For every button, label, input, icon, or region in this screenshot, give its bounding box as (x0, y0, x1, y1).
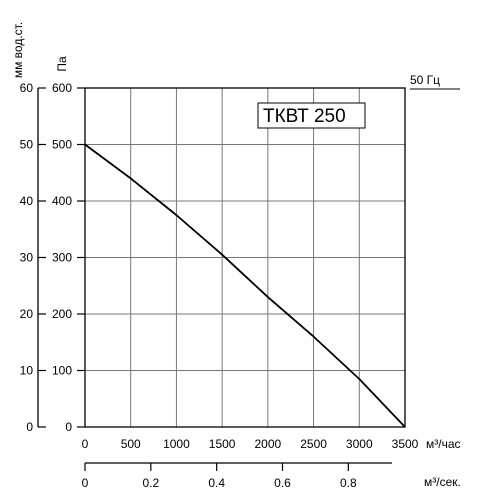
y-outer-tick-label: 60 (20, 81, 34, 95)
x-primary-tick-label: 2500 (300, 437, 327, 451)
x-secondary-tick-label: 0.6 (274, 476, 291, 490)
y-axis-outer: 60 50 40 30 20 10 0 (20, 81, 46, 434)
y-inner-tick-label: 500 (52, 138, 72, 152)
x-axis-primary-label: м³/час (426, 437, 461, 451)
y-axis-outer-label: мм вод.ст. (11, 22, 25, 78)
y-inner-tick-label: 100 (52, 364, 72, 378)
x-primary-tick-label: 500 (121, 437, 141, 451)
x-secondary-tick-label: 0 (82, 476, 89, 490)
frequency-label: 50 Гц (410, 73, 440, 87)
y-inner-tick-label: 0 (65, 420, 72, 434)
model-label: ТКВТ 250 (263, 106, 346, 127)
x-axis-secondary-label: м³/сек. (424, 475, 461, 489)
series-layer (84, 143, 406, 428)
x-primary-tick-label: 1000 (163, 437, 190, 451)
y-outer-tick-label: 20 (20, 307, 34, 321)
x-primary-tick-label: 0 (82, 437, 89, 451)
x-primary-tick-label: 2000 (255, 437, 282, 451)
y-outer-tick-label: 0 (26, 420, 33, 434)
model-label-box (257, 102, 366, 129)
series-line (84, 143, 406, 428)
y-inner-tick-label: 200 (52, 307, 72, 321)
x-axis-primary: 0 500 1000 1500 2000 2500 3000 3500 (82, 437, 419, 451)
x-axis-secondary: 0 0.2 0.4 0.6 0.8 (82, 463, 357, 490)
x-secondary-tick-label: 0.4 (208, 476, 225, 490)
x-secondary-tick-label: 0.2 (142, 476, 159, 490)
x-primary-tick-label: 3000 (346, 437, 373, 451)
y-outer-tick-label: 50 (20, 138, 34, 152)
y-outer-tick-label: 10 (20, 364, 34, 378)
y-outer-tick-label: 30 (20, 251, 34, 265)
x-primary-tick-label: 3500 (392, 437, 419, 451)
y-axis-inner: 600 500 400 300 200 100 0 (52, 81, 85, 434)
x-secondary-tick-label: 0.8 (340, 476, 357, 490)
y-inner-tick-label: 300 (52, 251, 72, 265)
grid (85, 88, 405, 427)
x-primary-tick-label: 1500 (209, 437, 236, 451)
y-axis-inner-label: Па (55, 56, 69, 72)
y-outer-tick-label: 40 (20, 194, 34, 208)
y-inner-tick-label: 400 (52, 194, 72, 208)
y-inner-tick-label: 600 (52, 81, 72, 95)
